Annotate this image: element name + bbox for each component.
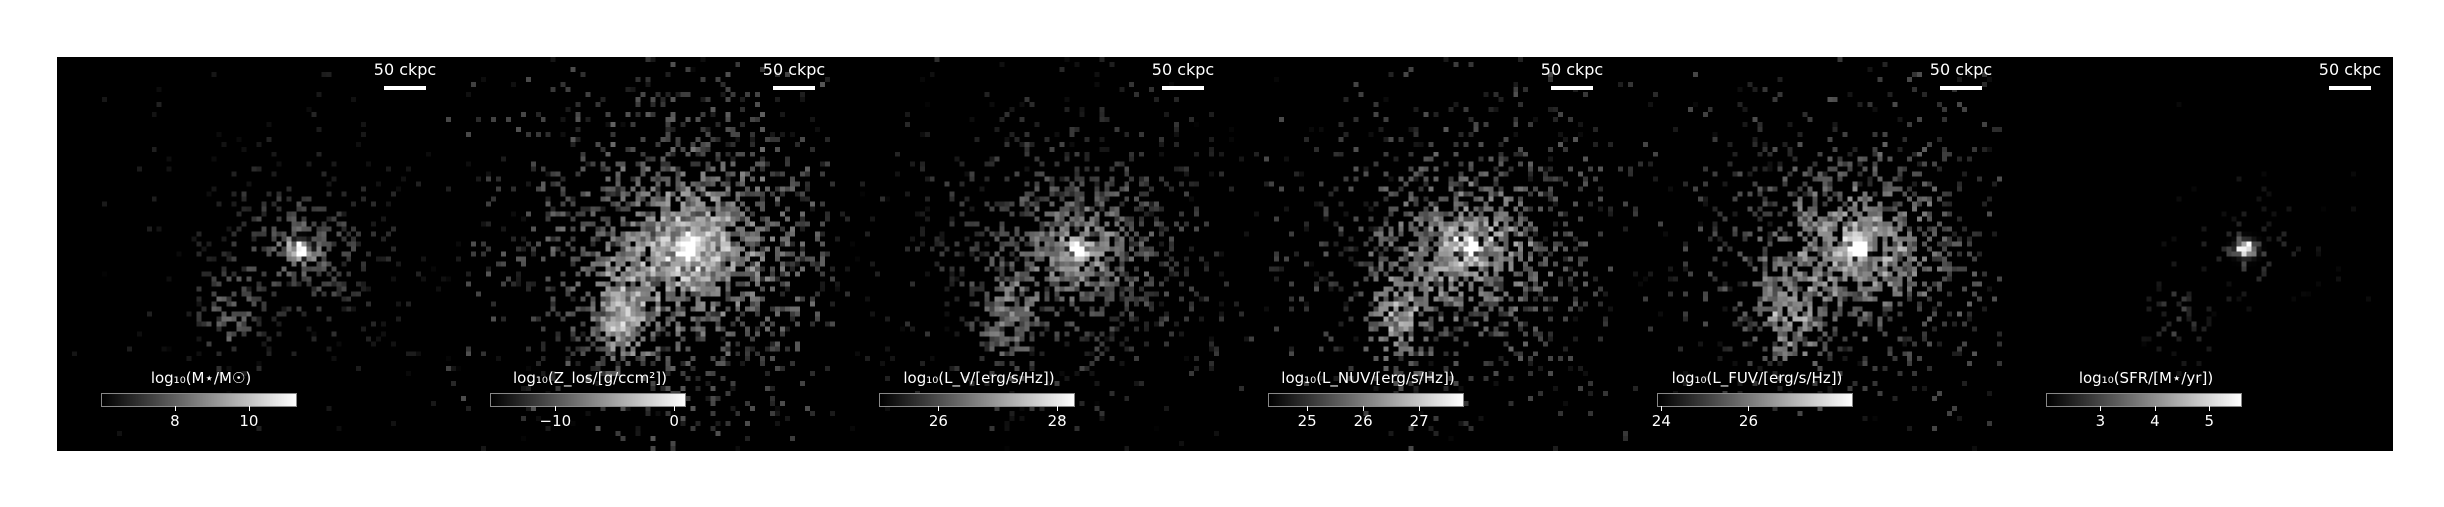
colorbar-tick [674,406,676,411]
nuv-map [1224,57,1613,451]
colorbar-tick [555,406,557,411]
scalebar-line [773,86,815,90]
colorbar-tick-label: 3 [2095,412,2106,430]
colorbar-tick-label: 5 [2204,412,2215,430]
panel-v-band-luminosity: 50 ckpc log₁₀(L_V/[erg/s/Hz]) 26 28 [835,57,1224,451]
colorbar-tick [2154,406,2156,411]
colorbar [490,393,686,407]
figure-strip: 50 ckpc log₁₀(M⋆/M☉) 8 10 50 ckpc log₁₀(Z… [57,57,2393,451]
colorbar-tick-label: 24 [1651,412,1671,430]
colorbar-tick-label: 10 [239,412,259,430]
colorbar-tick-label: 27 [1409,412,1429,430]
panel-nuv-luminosity: 50 ckpc log₁₀(L_NUV/[erg/s/Hz]) 25 26 27 [1224,57,1613,451]
colorbar-tick [1057,406,1059,411]
panel-star-formation-rate: 50 ckpc log₁₀(SFR/[M⋆/yr]) 3 4 5 [2002,57,2391,451]
colorbar-tick-label: −10 [539,412,572,430]
colorbar-tick [1419,406,1421,411]
colorbar-tick [1748,406,1750,411]
colorbar-title: log₁₀(L_V/[erg/s/Hz]) [903,369,1055,387]
sfr-map [2002,57,2391,451]
colorbar-tick-label: 26 [1738,412,1758,430]
colorbar-tick-label: 0 [669,412,679,430]
colorbar-title: log₁₀(L_NUV/[erg/s/Hz]) [1281,369,1455,387]
colorbar [1657,393,1853,407]
colorbar-tick [1307,406,1309,411]
colorbar-tick [1363,406,1365,411]
scalebar-label: 50 ckpc [1929,60,1993,79]
colorbar-title: log₁₀(SFR/[M⋆/yr]) [2078,369,2214,387]
scalebar-label: 50 ckpc [1151,60,1215,79]
colorbar-tick [1661,406,1663,411]
colorbar-tick [2100,406,2102,411]
colorbar-tick-label: 28 [1047,412,1067,430]
colorbar [1268,393,1464,407]
fuv-map [1613,57,2002,451]
panel-fuv-luminosity: 50 ckpc log₁₀(L_FUV/[erg/s/Hz]) 24 26 [1613,57,2002,451]
scalebar-line [384,86,426,90]
colorbar-tick-label: 25 [1297,412,1317,430]
colorbar-tick-label: 4 [2150,412,2160,430]
scalebar-label: 50 ckpc [762,60,826,79]
scalebar-line [1551,86,1593,90]
scalebar-line [2329,86,2371,90]
colorbar-title: log₁₀(Z_los/[g/ccm²]) [513,369,667,387]
v-band-map [835,57,1224,451]
colorbar-tick [938,406,940,411]
scalebar-label: 50 ckpc [2318,60,2382,79]
stellar-mass-map [57,57,446,451]
colorbar [101,393,297,407]
colorbar-tick-label: 26 [1353,412,1373,430]
scalebar-label: 50 ckpc [1540,60,1604,79]
colorbar-title: log₁₀(L_FUV/[erg/s/Hz]) [1671,369,1843,387]
colorbar-title: log₁₀(M⋆/M☉) [150,369,252,387]
colorbar-tick [2209,406,2211,411]
colorbar-tick [248,406,250,411]
colorbar-tick [174,406,176,411]
colorbar [2046,393,2242,407]
colorbar-tick-label: 8 [170,412,180,430]
panel-metal-column: 50 ckpc log₁₀(Z_los/[g/ccm²]) −10 0 [446,57,835,451]
scalebar-line [1940,86,1982,90]
panel-stellar-mass: 50 ckpc log₁₀(M⋆/M☉) 8 10 [57,57,446,451]
scalebar-label: 50 ckpc [373,60,437,79]
metal-column-map [446,57,835,451]
colorbar-tick-label: 26 [928,412,948,430]
scalebar-line [1162,86,1204,90]
colorbar [879,393,1075,407]
